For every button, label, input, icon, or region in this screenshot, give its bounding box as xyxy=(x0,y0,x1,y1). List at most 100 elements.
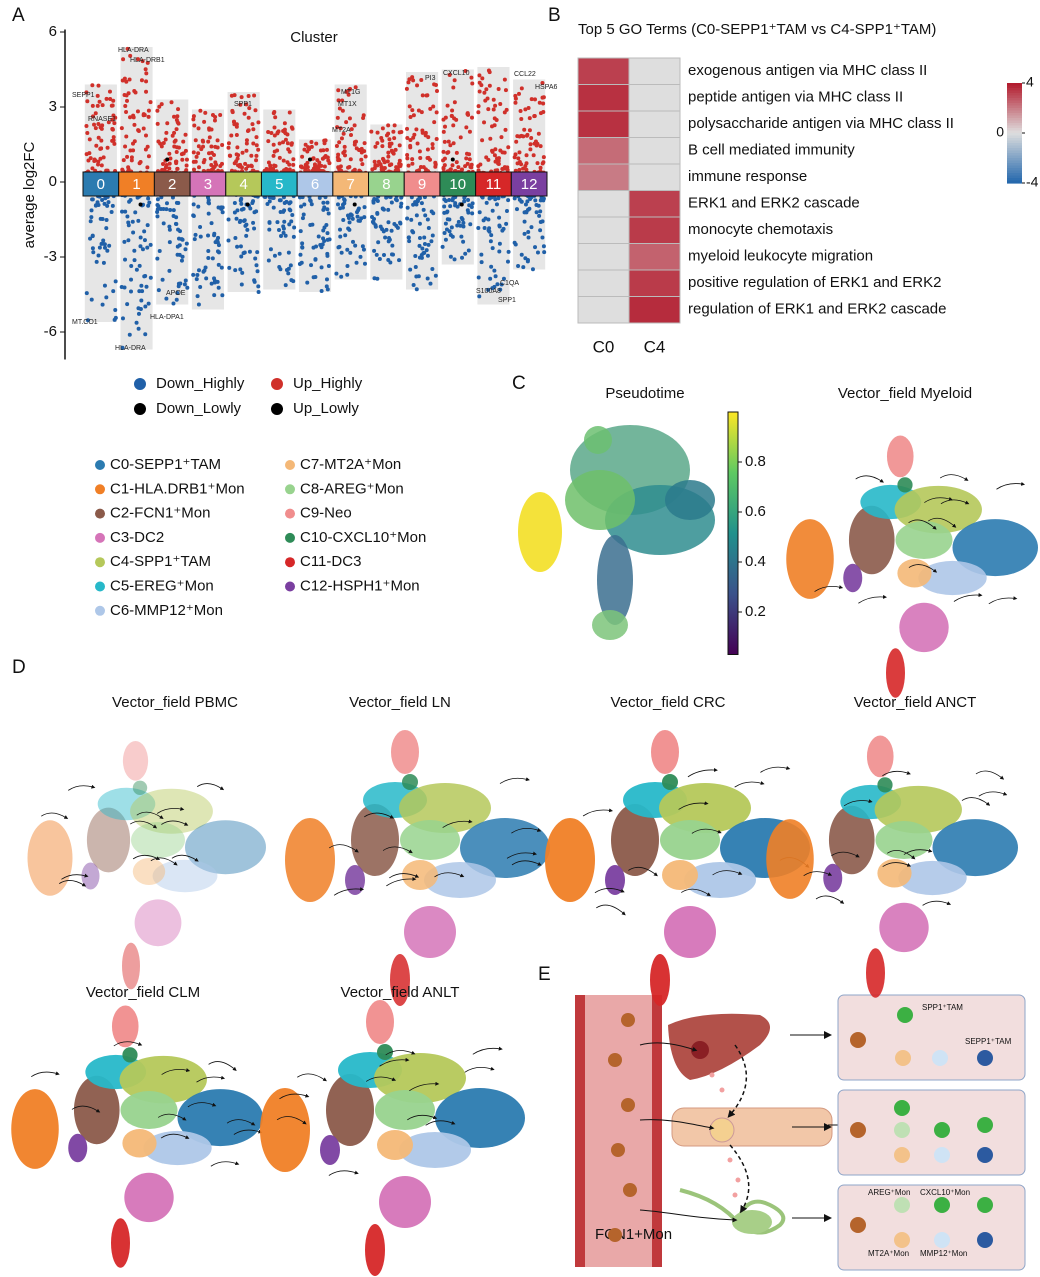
streamline xyxy=(924,496,953,503)
panel-title: Vector_field CRC xyxy=(610,694,725,711)
point xyxy=(408,145,413,150)
streamline xyxy=(161,1068,191,1075)
point xyxy=(124,98,129,103)
point xyxy=(389,148,394,153)
gene-label: MT1G xyxy=(341,89,360,96)
streamline xyxy=(409,1081,440,1092)
point xyxy=(196,302,201,307)
point xyxy=(519,252,524,257)
point xyxy=(165,121,170,126)
cluster-cloud xyxy=(375,1090,435,1130)
point xyxy=(164,162,169,167)
cluster-cloud xyxy=(605,865,625,895)
point xyxy=(277,155,282,160)
cluster-cloud xyxy=(895,521,953,559)
heat-cell xyxy=(577,243,630,271)
label: MT2A⁺Mon xyxy=(868,1249,909,1258)
point xyxy=(146,108,151,113)
point xyxy=(120,78,125,83)
cluster-cloud xyxy=(391,730,419,774)
point xyxy=(449,225,454,230)
point xyxy=(361,247,366,252)
point xyxy=(383,235,388,240)
point xyxy=(428,106,433,111)
point xyxy=(424,93,429,98)
colorbar-step xyxy=(1007,160,1022,164)
point xyxy=(390,243,395,248)
point xyxy=(518,108,523,113)
cluster-cloud xyxy=(68,1133,88,1163)
point xyxy=(93,111,98,116)
point xyxy=(392,136,397,141)
point xyxy=(159,207,164,212)
legend-label: C6-MMP12⁺Mon xyxy=(110,602,223,619)
point xyxy=(104,217,109,222)
colorbar-step xyxy=(1007,100,1022,104)
point xyxy=(451,123,456,128)
point xyxy=(431,104,436,109)
point xyxy=(272,133,277,138)
vessel-wall xyxy=(575,995,585,1267)
point xyxy=(106,200,111,205)
cluster-label: 2 xyxy=(168,176,176,193)
cluster-label: 5 xyxy=(275,176,283,193)
cluster-cloud xyxy=(111,1005,139,1048)
point xyxy=(486,287,491,292)
cluster-cloud xyxy=(662,860,698,890)
point xyxy=(335,115,340,120)
streamline xyxy=(687,767,718,778)
point xyxy=(396,165,401,170)
point xyxy=(526,105,531,110)
point xyxy=(538,228,543,233)
point xyxy=(88,236,93,241)
gene-label: SEPP1 xyxy=(72,92,95,99)
point xyxy=(177,229,182,234)
point xyxy=(461,224,466,229)
point xyxy=(339,136,344,141)
point xyxy=(528,142,533,147)
cell xyxy=(608,1053,622,1067)
point xyxy=(254,135,259,140)
point xyxy=(291,162,296,167)
point xyxy=(308,198,313,203)
cluster-cloud xyxy=(124,1172,174,1223)
point xyxy=(305,149,310,154)
point xyxy=(235,244,240,249)
point xyxy=(336,88,341,93)
point xyxy=(192,123,197,128)
point xyxy=(283,233,288,238)
cluster-cloud xyxy=(828,805,875,875)
point xyxy=(134,267,139,272)
point xyxy=(208,156,213,161)
point xyxy=(413,253,418,258)
point xyxy=(447,73,452,78)
point xyxy=(200,138,205,143)
streamline xyxy=(31,1071,60,1078)
point xyxy=(146,301,151,306)
point xyxy=(419,252,424,257)
streamline xyxy=(385,1050,416,1056)
point xyxy=(254,143,259,148)
point xyxy=(96,83,101,88)
legend-marker xyxy=(95,605,105,616)
point xyxy=(386,239,391,244)
point xyxy=(410,108,415,113)
point xyxy=(283,137,288,142)
point xyxy=(499,282,504,287)
point xyxy=(254,209,259,214)
point xyxy=(105,145,110,150)
row-label: immune response xyxy=(688,168,807,185)
point xyxy=(380,126,385,131)
legend-label: Up_Highly xyxy=(293,375,363,392)
gene-label: RNASE1 xyxy=(88,116,116,123)
cluster-cloud xyxy=(399,1132,471,1168)
colorbar-label: 0 xyxy=(996,124,1004,140)
schematic: FCN1+Mon SPP1⁺TAM SEPP1⁺TAM AREG⁺Mon CXC… xyxy=(575,994,1026,1271)
legend-label: Down_Highly xyxy=(156,375,245,392)
point xyxy=(540,219,545,224)
point xyxy=(87,137,92,142)
heat-cell xyxy=(577,269,630,297)
cell xyxy=(932,1050,948,1066)
point xyxy=(357,148,362,153)
point xyxy=(108,96,113,101)
